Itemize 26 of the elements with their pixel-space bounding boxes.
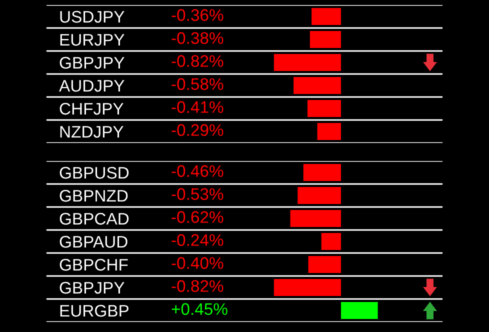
- y-tick-label: GBPCAD: [60, 212, 129, 225]
- data-label: -0.38%: [172, 32, 224, 44]
- data-label: -0.41%: [172, 101, 224, 113]
- data-label: +0.45%: [172, 303, 228, 315]
- y-tick-label: AUDJPY: [59, 80, 124, 92]
- y-tick-label: GBPNZD: [60, 190, 128, 202]
- data-label: -0.58%: [172, 78, 224, 90]
- y-tick-label: EURJPY: [60, 34, 124, 46]
- data-label: -0.53%: [172, 188, 224, 200]
- y-tick-label: GBPJPY: [60, 56, 124, 69]
- y-tick-label: GBPJPY: [60, 282, 124, 294]
- data-label: -0.36%: [172, 9, 224, 21]
- y-tick-label: USDJPY: [60, 10, 124, 23]
- y-tick-label: NZDJPY: [60, 126, 124, 138]
- data-label: -0.24%: [172, 234, 224, 246]
- data-label: -0.46%: [172, 165, 224, 177]
- data-label: -0.40%: [172, 257, 224, 269]
- y-tick-label: CHFJPY: [60, 102, 124, 115]
- data-label: -0.62%: [172, 211, 224, 223]
- data-label: -0.82%: [172, 55, 224, 67]
- y-tick-label: EURGBP: [60, 304, 129, 317]
- y-tick-label: GBPUSD: [60, 166, 129, 179]
- y-tick-label: GBPAUD: [60, 236, 128, 248]
- data-label: -0.29%: [172, 124, 224, 136]
- data-label: -0.82%: [172, 280, 224, 292]
- y-tick-label: GBPCHF: [60, 258, 128, 271]
